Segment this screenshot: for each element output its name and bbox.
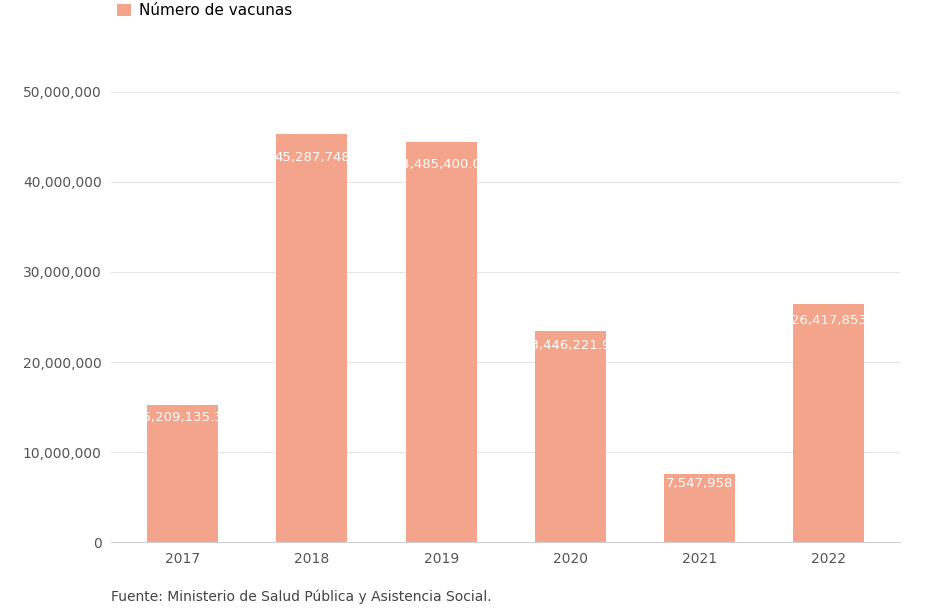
Bar — [793, 304, 863, 542]
Text: 44,485,400.06: 44,485,400.06 — [393, 158, 489, 171]
Bar — [405, 142, 476, 542]
Bar — [534, 331, 605, 542]
Text: 7,547,958: 7,547,958 — [666, 477, 732, 490]
Legend: Número de vacunas: Número de vacunas — [111, 0, 298, 25]
Text: 15,209,135.37: 15,209,135.37 — [134, 411, 231, 424]
Bar — [664, 474, 734, 542]
Bar — [147, 405, 218, 542]
Text: 45,287,748: 45,287,748 — [273, 151, 349, 164]
Text: 23,446,221.94: 23,446,221.94 — [521, 339, 618, 352]
Text: Fuente: Ministerio de Salud Pública y Asistencia Social.: Fuente: Ministerio de Salud Pública y As… — [111, 589, 491, 604]
Bar — [276, 134, 347, 542]
Text: 26,417,853: 26,417,853 — [790, 314, 866, 326]
